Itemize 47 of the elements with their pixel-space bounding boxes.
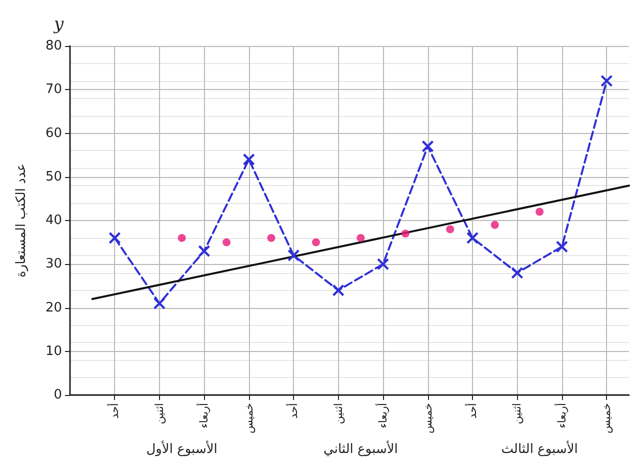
point — [422, 140, 434, 152]
point — [490, 220, 499, 229]
x-tick-label: أربعاء — [196, 403, 211, 428]
x-tick-label: أربعاء — [554, 403, 568, 428]
y-tick-label: 30 — [45, 256, 62, 272]
point — [178, 234, 186, 242]
x-tick-label: اثنين — [510, 403, 524, 424]
x-tick-label: خميس — [242, 403, 256, 434]
point — [356, 234, 365, 242]
point — [312, 238, 320, 246]
point — [222, 238, 231, 246]
y-tick-label: 0 — [54, 388, 62, 402]
point — [288, 249, 300, 262]
y-tick-label: 10 — [45, 344, 62, 359]
x-tick-label: خميس — [421, 403, 434, 434]
x-tick-label: اثنين — [332, 403, 345, 424]
y-axis-title: عدد الكتب المستعارة — [14, 163, 29, 278]
point — [446, 225, 454, 234]
y-tick-label: 60 — [45, 126, 62, 141]
point — [466, 232, 479, 244]
point — [153, 297, 166, 310]
point — [108, 232, 121, 244]
point — [376, 258, 390, 270]
text: الأسبوع الثاني — [324, 440, 398, 457]
y-tick-label: 80 — [45, 38, 62, 54]
x-tick-label: خميس — [600, 403, 614, 434]
x-tick-label: أحد — [107, 403, 122, 419]
point — [536, 208, 544, 216]
point — [198, 244, 210, 258]
x-tick-label: أحد — [286, 403, 300, 419]
y-tick-label: 20 — [45, 300, 62, 316]
point — [401, 230, 410, 238]
y-tick-label: 70 — [45, 82, 62, 98]
text: الأسبوع الثالث — [501, 440, 578, 457]
point — [332, 284, 344, 296]
x-tick-label: أحد — [464, 403, 479, 419]
y-tick-label: 40 — [45, 213, 62, 228]
point — [511, 266, 524, 279]
y-tick-label: 50 — [45, 169, 62, 184]
x-tick-label: أربعاء — [376, 403, 390, 428]
point — [556, 240, 568, 253]
point — [600, 74, 613, 87]
text: y — [53, 14, 64, 34]
text: الأسبوع الأول — [146, 440, 218, 457]
point — [242, 153, 255, 166]
x-tick-label: اثنين — [152, 403, 166, 424]
point — [267, 234, 276, 242]
